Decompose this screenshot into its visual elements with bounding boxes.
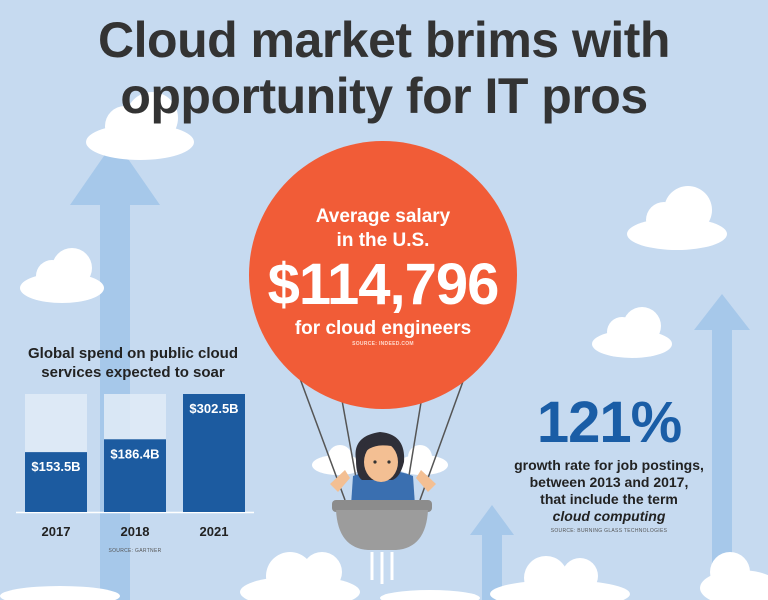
x-tick-label: 2021	[200, 524, 229, 539]
bar-value-label: $302.5B	[189, 401, 238, 416]
bar	[183, 394, 245, 512]
small-arrow-graphic	[470, 505, 514, 600]
growth-source: SOURCE: BURNING GLASS TECHNOLOGIES	[550, 528, 668, 534]
x-tick-label: 2018	[121, 524, 150, 539]
growth-line-3: that include the term	[540, 491, 678, 507]
balloon	[249, 141, 517, 409]
cloud-right-top	[627, 186, 727, 250]
chart-source: SOURCE: GARTNER	[108, 548, 161, 554]
bar-value-label: $153.5B	[31, 459, 80, 474]
cloud-bottom-row	[0, 552, 768, 600]
page-title: Cloud market brims with opportunity for …	[0, 12, 768, 124]
bar	[25, 452, 87, 512]
x-tick-label: 2017	[42, 524, 71, 539]
cloud-mid-right	[592, 307, 672, 358]
right-arrow-graphic	[694, 294, 750, 600]
bar	[104, 439, 166, 512]
bar-value-label: $186.4B	[110, 446, 159, 461]
title-line-1: Cloud market brims with	[98, 12, 670, 68]
growth-value: 121%	[536, 390, 682, 455]
balloon-text: Average salary in the U.S. $114,796 for …	[248, 205, 518, 347]
bar-chart: $153.5B 2017 $186.4B 2018 $302.5B 2021 SOURCE:…	[16, 394, 254, 554]
title-line-2: opportunity for IT pros	[120, 68, 648, 124]
growth-line-4: cloud computing	[552, 508, 666, 524]
growth-line-1: growth rate for job postings,	[514, 457, 704, 473]
growth-line-2: between 2013 and 2017,	[529, 474, 689, 490]
chart-title: Global spend on public cloud services ex…	[28, 345, 238, 381]
cloud-top-left	[86, 92, 194, 160]
cloud-left-mid	[20, 248, 104, 303]
salary-caption: for cloud engineers	[294, 318, 472, 339]
basket	[332, 500, 432, 584]
growth-description: growth rate for job postings, between 20…	[500, 457, 718, 525]
salary-label-line-2: in the U.S.	[336, 230, 430, 251]
salary-amount: $114,796	[267, 252, 500, 317]
left-arrow-graphic	[70, 140, 160, 600]
salary-label-line-1: Average salary	[315, 206, 451, 227]
salary-source: SOURCE: INDEED.COM	[352, 341, 414, 347]
cloud-balloon-left	[312, 445, 364, 475]
